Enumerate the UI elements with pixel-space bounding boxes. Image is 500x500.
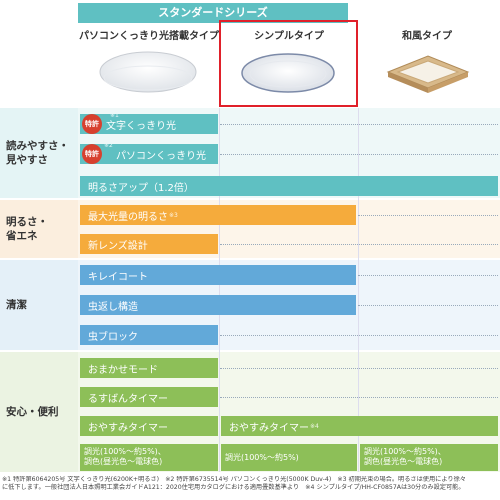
column-divider	[219, 108, 220, 472]
feature-note: ※2	[104, 142, 113, 149]
row-dotted-line	[220, 368, 498, 369]
dimming-col3-line2: 調色(昼光色～電球色)	[364, 457, 443, 466]
feature-mushi-gaeshi: 虫返し構造	[80, 295, 356, 315]
feature-label: おまかせモード	[88, 364, 158, 376]
section-cleanliness-label: 清潔	[6, 299, 27, 311]
feature-moji-kukkiri: 文字くっきり光	[80, 114, 218, 134]
feature-label: キレイコート	[88, 271, 148, 283]
column-header-wafu: 和風タイプ	[402, 31, 452, 42]
feature-label: 明るさアップ（1.2倍）	[88, 182, 194, 194]
feature-label: るすばんタイマー	[88, 393, 168, 405]
row-dotted-line	[358, 275, 498, 276]
dimming-col1: 調光(100%～約5%)、 調色(昼光色～電球色)	[80, 444, 218, 471]
section-convenience-label: 安心・便利	[6, 406, 59, 418]
row-dotted-line	[358, 215, 498, 216]
selected-column-highlight	[219, 20, 358, 107]
section-readability-label: 読みやすさ・ 見やすさ	[6, 140, 69, 166]
dimming-col2-text: 調光(100%～約5%)	[225, 452, 299, 462]
dimming-col3: 調光(100%～約5%)、 調色(昼光色～電球色)	[360, 444, 498, 471]
feature-oyasumi-timer: おやすみタイマー	[80, 416, 218, 436]
feature-pasokon-kukkiri: パソコンくっきり光	[80, 144, 218, 164]
feature-label: 新レンズ設計	[88, 240, 148, 252]
feature-label: 最大光量の明るさ	[88, 211, 168, 223]
feature-note: ※4	[310, 422, 319, 430]
feature-akarusa-up: 明るさアップ（1.2倍）	[80, 176, 498, 196]
row-dotted-line	[220, 244, 498, 245]
feature-label: 虫返し構造	[88, 301, 138, 313]
row-dotted-line	[358, 305, 498, 306]
section-convenience: 安心・便利	[0, 352, 78, 472]
section-brightness-label: 明るさ・ 省エネ	[6, 216, 48, 242]
feature-note: ※3	[169, 211, 178, 219]
section-readability: 読みやすさ・ 見やすさ	[0, 108, 78, 198]
feature-mushi-block: 虫ブロック	[80, 325, 218, 345]
dimming-col3-line1: 調光(100%～約5%)、	[364, 447, 446, 456]
feature-label: おやすみタイマー	[88, 422, 168, 434]
row-dotted-line	[220, 154, 498, 155]
dimming-col1-line2: 調色(昼光色～電球色)	[84, 457, 163, 466]
row-dotted-line	[220, 124, 498, 125]
feature-oyasumi-timer-wide: おやすみタイマー ※4	[221, 416, 498, 436]
footnotes: ※1 特許第6064205号 文字くっきり光(6200K+明るさ) ※2 特許第…	[2, 476, 498, 492]
feature-kirei-coat: キレイコート	[80, 265, 356, 285]
feature-note: ※1	[110, 112, 119, 119]
patent-badge: 特許	[82, 114, 102, 134]
product-image-simple[interactable]	[240, 50, 336, 96]
product-image-pasokon[interactable]	[98, 48, 198, 96]
patent-badge: 特許	[82, 144, 102, 164]
column-divider	[358, 108, 359, 472]
column-header-simple: シンプルタイプ	[254, 31, 324, 42]
section-cleanliness: 清潔	[0, 260, 78, 350]
feature-label: おやすみタイマー	[229, 422, 309, 434]
dimming-col2: 調光(100%～約5%)	[221, 444, 357, 471]
feature-max-light: 最大光量の明るさ ※3	[80, 205, 356, 225]
footnote-line-2: に低下します。一般社団法人日本照明工業会ガイドA121：2020住宅用カタログに…	[2, 484, 465, 491]
column-header-pasokon: パソコンくっきり光搭載タイプ	[79, 31, 219, 42]
feature-label: パソコンくっきり光	[116, 150, 206, 162]
dimming-col1-line1: 調光(100%～約5%)、	[84, 447, 166, 456]
feature-new-lens: 新レンズ設計	[80, 234, 218, 254]
product-image-wafu[interactable]	[380, 52, 476, 96]
section-brightness: 明るさ・ 省エネ	[0, 200, 78, 258]
feature-label: 虫ブロック	[88, 331, 138, 343]
feature-rusuban-timer: るすばんタイマー	[80, 387, 218, 407]
feature-label: 文字くっきり光	[106, 120, 176, 132]
standard-series-header: スタンダードシリーズ	[78, 3, 348, 23]
footnote-line-1: ※1 特許第6064205号 文字くっきり光(6200K+明るさ) ※2 特許第…	[2, 476, 466, 483]
row-dotted-line	[220, 397, 498, 398]
feature-omakase-mode: おまかせモード	[80, 358, 218, 378]
row-dotted-line	[220, 335, 498, 336]
